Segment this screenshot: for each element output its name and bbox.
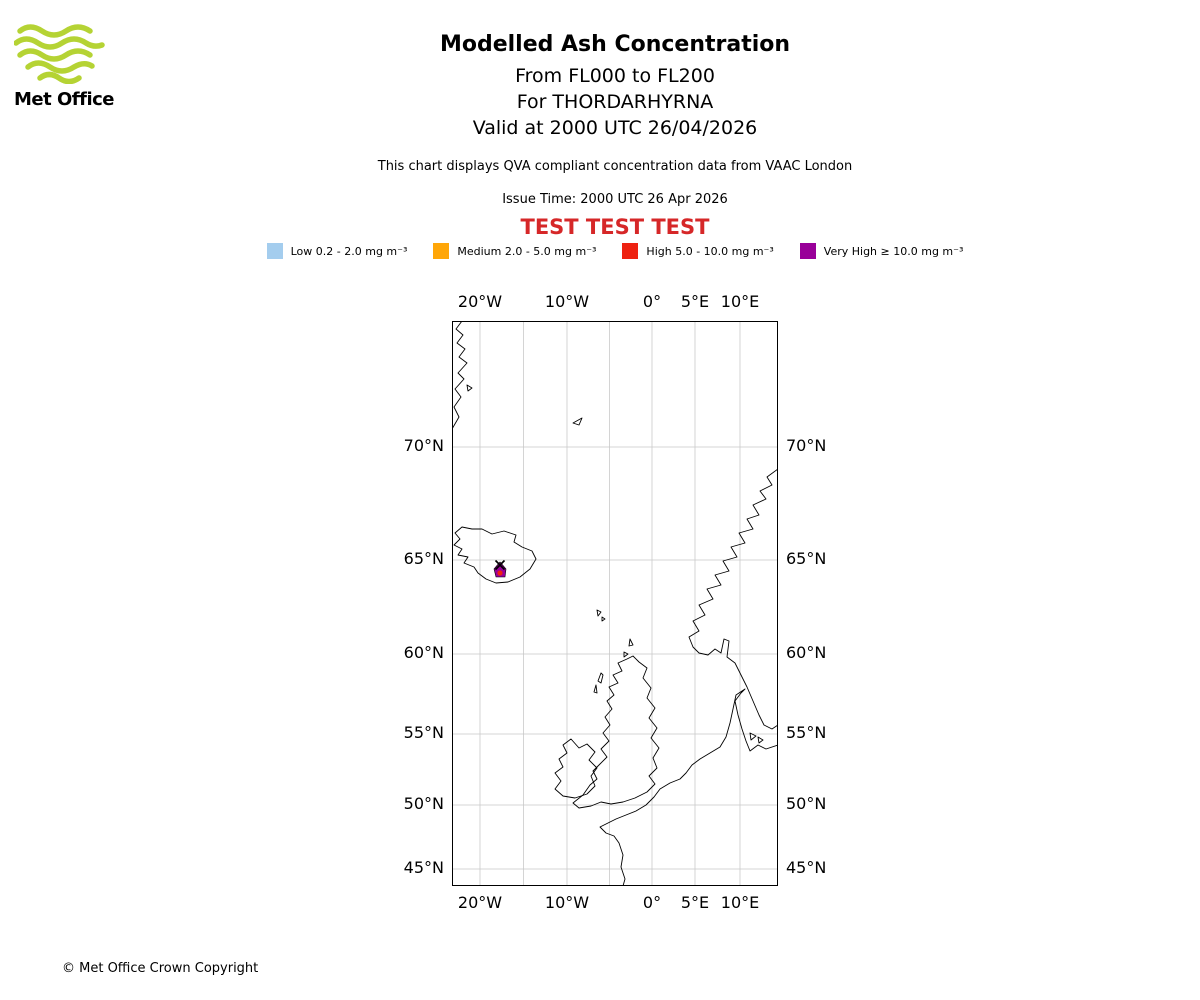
lat-label-right-45n: 45°N <box>786 858 827 877</box>
test-banner: TEST TEST TEST <box>520 215 710 239</box>
lon-label-bottom-10e: 10°E <box>720 893 760 912</box>
denmark-continental-europe-coast <box>599 688 779 887</box>
great-britain-coast <box>572 655 660 809</box>
subtitle-flight-levels: From FL000 to FL200 <box>515 65 715 87</box>
graticule-grid <box>452 321 778 886</box>
legend-label-very-high: Very High ≥ 10.0 mg m⁻³ <box>823 244 964 258</box>
legend: Low 0.2 - 2.0 mg m⁻³ Medium 2.0 - 5.0 mg… <box>30 243 1200 259</box>
norway-sweden-coast <box>688 468 779 730</box>
met-office-logo: Met Office <box>13 24 115 110</box>
lat-label-left-55n: 55°N <box>403 723 444 742</box>
lon-label-top-10e: 10°E <box>720 292 760 311</box>
chart-description: This chart displays QVA compliant concen… <box>377 159 853 174</box>
legend-item-low: Low 0.2 - 2.0 mg m⁻³ <box>266 243 408 259</box>
legend-item-medium: Medium 2.0 - 5.0 mg m⁻³ <box>433 243 596 259</box>
subtitle-valid-time: Valid at 2000 UTC 26/04/2026 <box>472 117 758 139</box>
lon-label-top-0: 0° <box>642 292 662 311</box>
faroe-islands <box>596 609 606 622</box>
lon-label-bottom-10w: 10°W <box>544 893 590 912</box>
page-title: Modelled Ash Concentration <box>439 32 791 57</box>
map-frame <box>452 321 778 886</box>
lat-label-left-45n: 45°N <box>403 858 444 877</box>
ash-very-high-area <box>493 561 507 578</box>
legend-label-high: High 5.0 - 10.0 mg m⁻³ <box>646 244 774 258</box>
greenland-islet <box>466 384 473 392</box>
lon-label-top-20w: 20°W <box>457 292 503 311</box>
ash-high-area <box>497 570 503 576</box>
lat-label-right-50n: 50°N <box>786 794 827 813</box>
legend-item-very-high: Very High ≥ 10.0 mg m⁻³ <box>799 243 964 259</box>
lon-label-bottom-0: 0° <box>642 893 662 912</box>
lon-label-top-5e: 5°E <box>680 292 710 311</box>
issue-time: Issue Time: 2000 UTC 26 Apr 2026 <box>502 192 728 207</box>
lat-label-right-55n: 55°N <box>786 723 827 742</box>
legend-swatch-medium-icon <box>433 243 450 259</box>
greenland-coast <box>451 320 468 430</box>
ash-marker <box>493 559 507 578</box>
shetland-orkney-islands <box>623 638 634 658</box>
iceland-coast <box>453 526 537 584</box>
map: 70°N 65°N 60°N 55°N 50°N 45°N 70°N 65°N … <box>404 292 827 912</box>
danish-islands <box>749 732 764 744</box>
lat-label-right-65n: 65°N <box>786 549 827 568</box>
copyright-notice: © Met Office Crown Copyright <box>62 961 259 976</box>
legend-swatch-high-icon <box>622 243 639 259</box>
legend-swatch-very-high-icon <box>799 243 816 259</box>
lon-label-top-10w: 10°W <box>544 292 590 311</box>
lat-label-left-50n: 50°N <box>403 794 444 813</box>
met-office-logo-text: Met Office <box>14 89 115 110</box>
volcano-x-marker <box>494 559 506 571</box>
lat-label-left-60n: 60°N <box>403 643 444 662</box>
legend-label-medium: Medium 2.0 - 5.0 mg m⁻³ <box>457 244 597 258</box>
lat-label-left-70n: 70°N <box>403 436 444 455</box>
lon-label-bottom-20w: 20°W <box>457 893 503 912</box>
legend-item-high: High 5.0 - 10.0 mg m⁻³ <box>622 243 774 259</box>
subtitle-volcano: For THORDARHYRNA <box>516 91 714 113</box>
lat-label-left-65n: 65°N <box>403 549 444 568</box>
met-office-logo-waves-icon <box>13 24 105 85</box>
coastlines <box>451 320 779 887</box>
lat-label-right-60n: 60°N <box>786 643 827 662</box>
legend-label-low: Low 0.2 - 2.0 mg m⁻³ <box>290 244 408 258</box>
lon-label-bottom-5e: 5°E <box>680 893 710 912</box>
legend-swatch-low-icon <box>266 243 283 259</box>
jan-mayen-island <box>572 417 583 426</box>
map-canvas <box>451 320 779 887</box>
hebrides-islands <box>593 672 604 694</box>
ireland-coast <box>554 738 598 799</box>
lat-label-right-70n: 70°N <box>786 436 827 455</box>
